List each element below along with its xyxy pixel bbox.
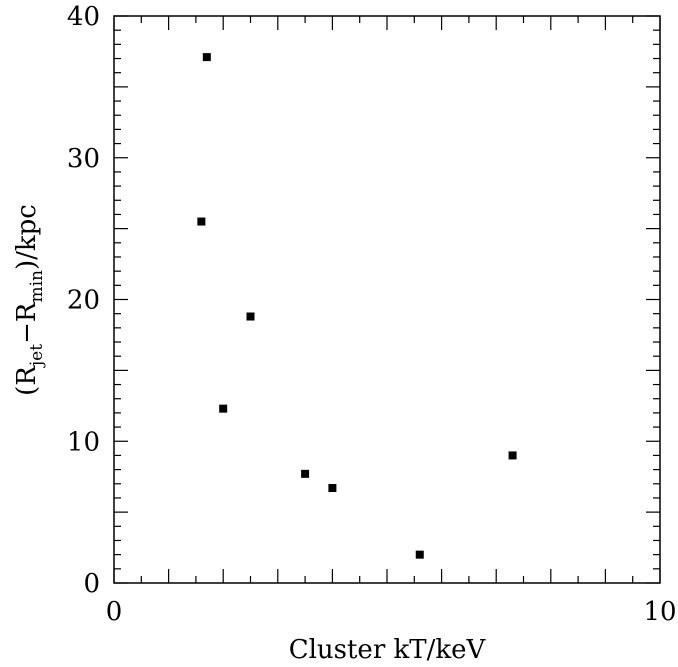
data-points: [197, 53, 517, 559]
plot-frame: [113, 15, 661, 584]
y-tick-label: 20: [67, 286, 100, 316]
x-tick-label: 10: [643, 597, 676, 627]
y-axis-title: (Rjet−Rmin)/kpc: [12, 204, 47, 396]
data-point: [219, 404, 228, 413]
tick-labels: 0 10 0 10 20 30 40: [67, 2, 677, 627]
data-point: [301, 469, 310, 478]
data-point: [328, 484, 337, 493]
x-axis-title: Cluster kT/keV: [289, 635, 487, 665]
data-point: [197, 217, 206, 226]
data-point: [415, 550, 424, 559]
y-tick-label: 0: [83, 569, 100, 599]
data-point: [508, 451, 517, 460]
data-point: [246, 312, 255, 321]
data-point: [202, 53, 211, 62]
y-tick-label: 40: [67, 2, 100, 32]
y-tick-label: 30: [67, 144, 100, 174]
y-tick-label: 10: [67, 427, 100, 457]
tick-marks: [113, 15, 661, 584]
x-tick-label: 0: [106, 597, 123, 627]
